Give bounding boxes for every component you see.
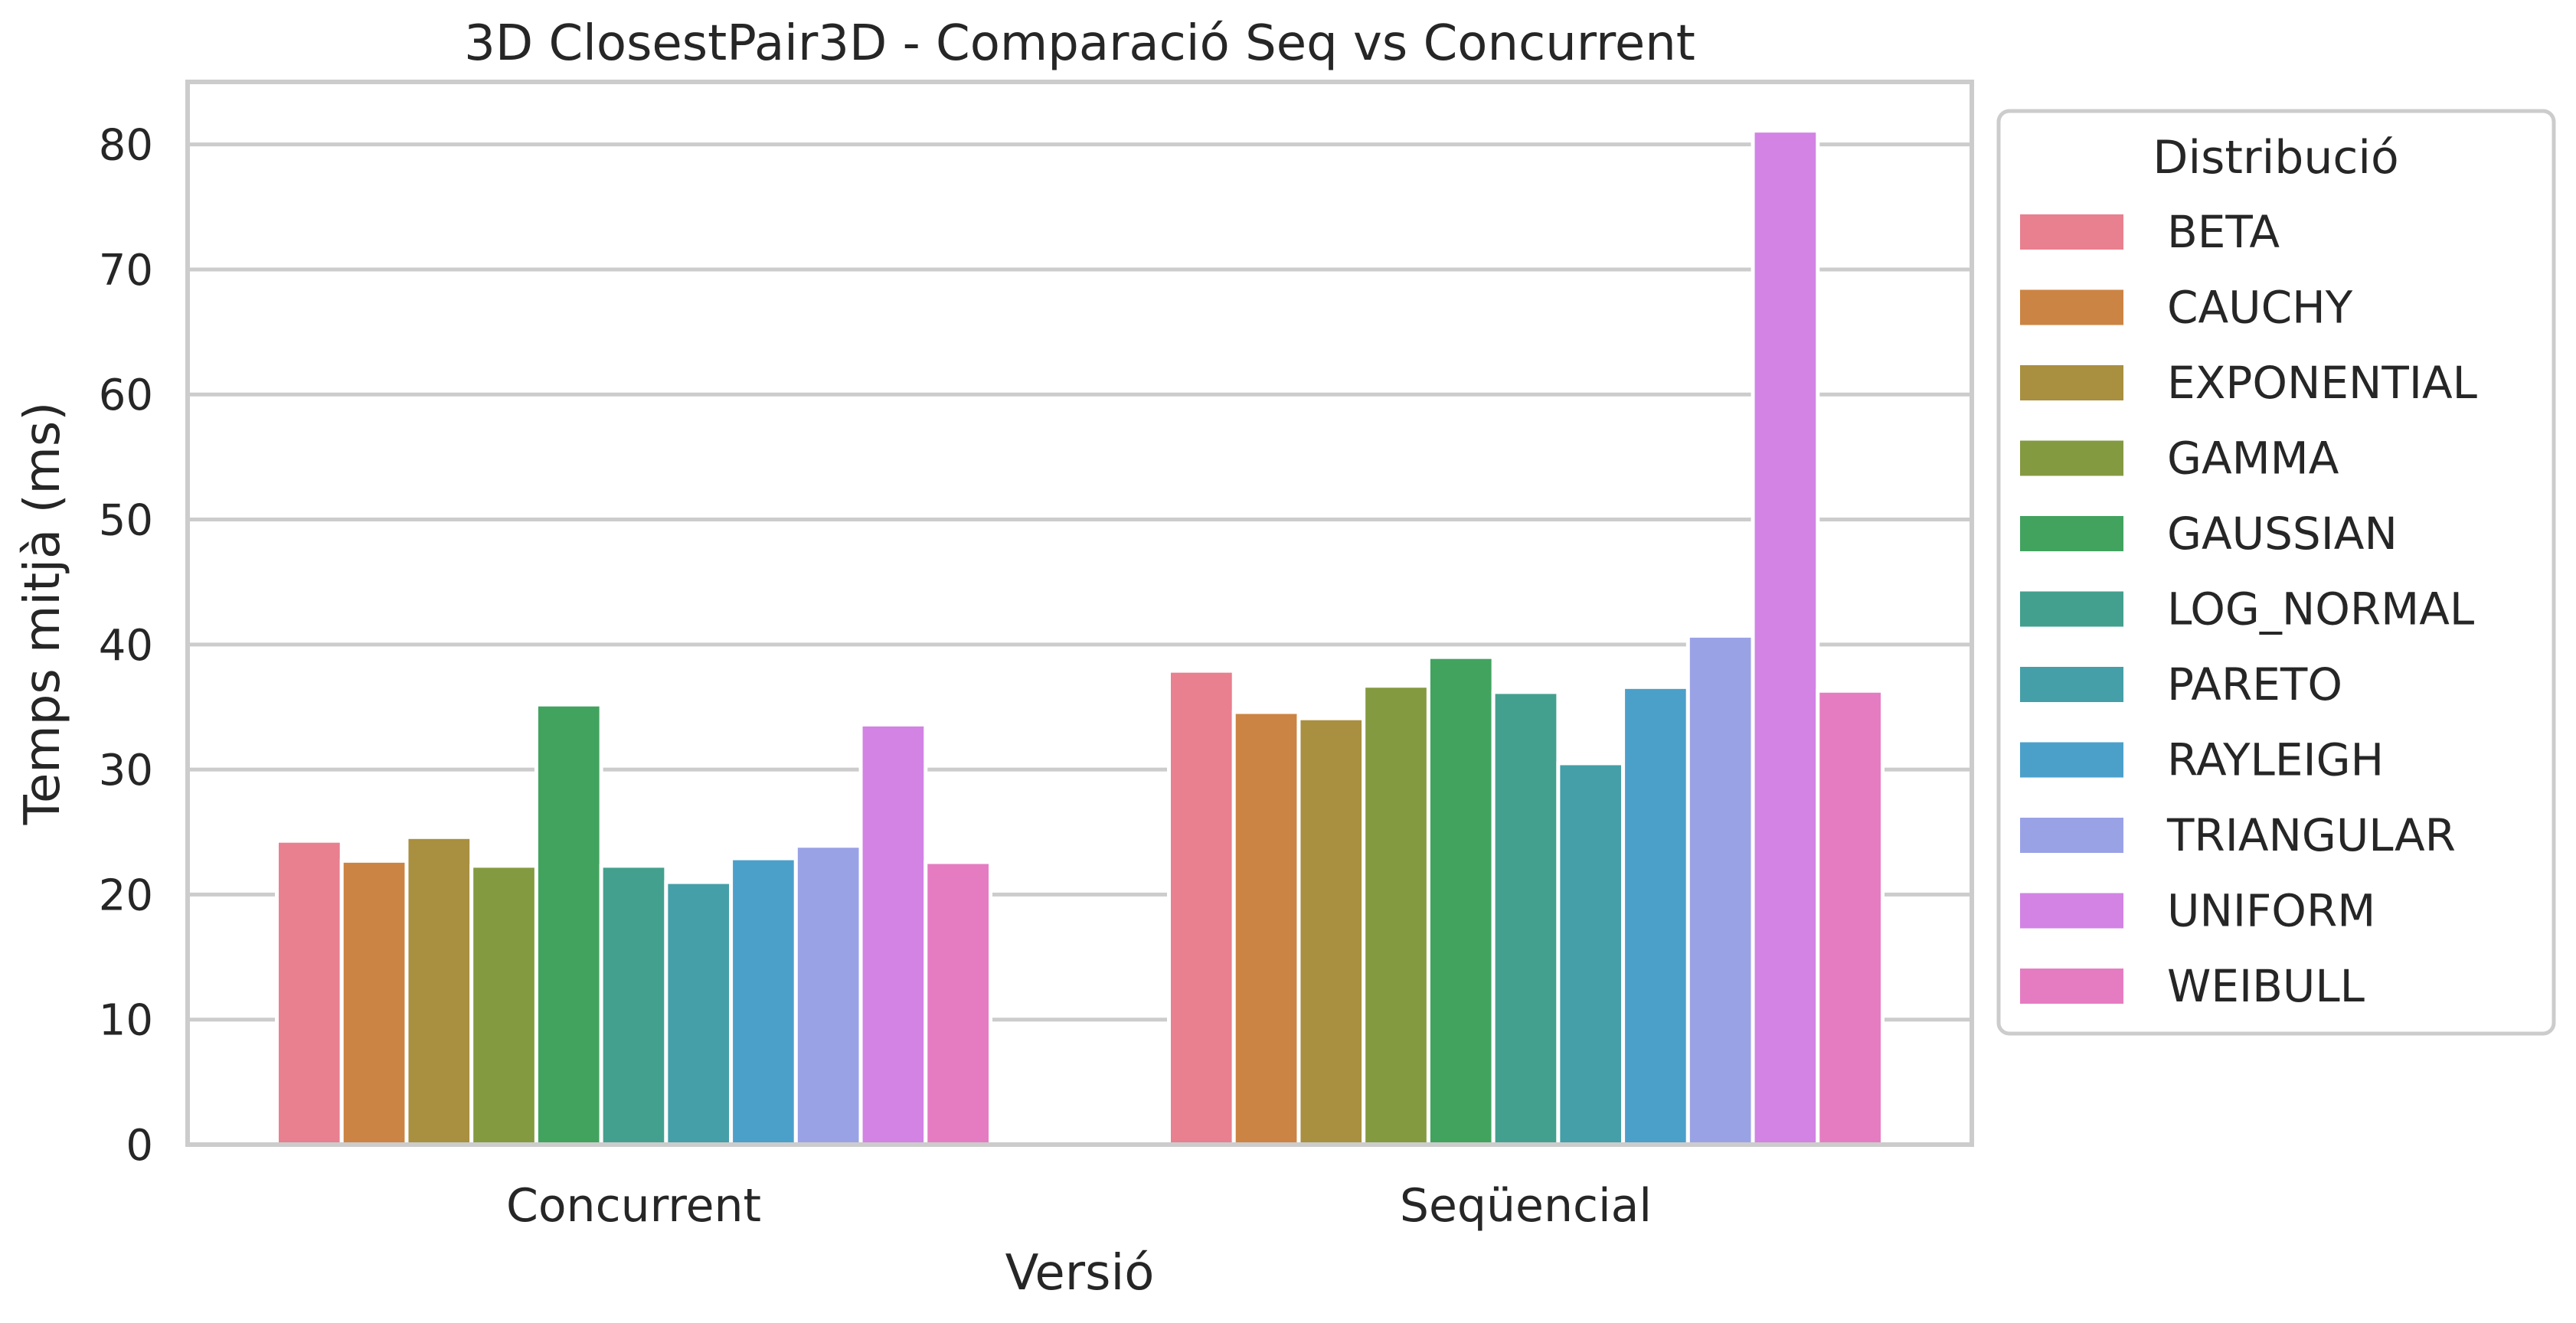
legend-swatch	[2020, 289, 2123, 325]
legend-frame	[1996, 109, 2556, 1036]
y-tick-labels: 0 10 20 30 40 50 60 70 80	[99, 121, 153, 1171]
bar-pareto-seqüencial	[1556, 761, 1626, 1147]
legend-item-weibull: WEIBULL	[2020, 960, 2365, 1012]
legend-label: TRIANGULAR	[2166, 809, 2456, 861]
x-tick-labels: Concurrent Seqüencial	[506, 1179, 1652, 1233]
legend-items: BETA CAUCHY EXPONENTIAL GAMMA GAUSSIAN LOG_NO…	[2020, 206, 2477, 1012]
bar-triangular-concurrent	[793, 844, 863, 1147]
y-tick-label: 50	[99, 496, 153, 546]
legend-label: RAYLEIGH	[2167, 734, 2384, 786]
legend-swatch	[2020, 214, 2123, 250]
plot-area-frame	[185, 80, 1974, 1147]
bar-cauchy-concurrent	[339, 858, 409, 1147]
legend-label: PARETO	[2167, 658, 2342, 710]
legend-swatch	[2020, 440, 2123, 476]
bar-exponential-seqüencial	[1296, 716, 1366, 1147]
legend-swatch	[2020, 591, 2123, 627]
y-tick-label: 30	[99, 746, 153, 795]
legend-label: UNIFORM	[2167, 885, 2375, 937]
y-tick-label: 0	[126, 1121, 153, 1171]
legend-swatch	[2020, 667, 2123, 702]
chart-title: 3D ClosestPair3D - Comparació Seq vs Con…	[464, 15, 1695, 72]
y-tick-label: 70	[99, 246, 153, 296]
legend-swatch	[2020, 365, 2123, 400]
bar-beta-seqüencial	[1167, 668, 1236, 1147]
y-tick-label: 10	[99, 996, 153, 1046]
legend-item-beta: BETA	[2020, 206, 2280, 258]
legend-label: BETA	[2167, 206, 2280, 258]
x-tick-label: Seqüencial	[1400, 1179, 1652, 1233]
y-tick-label: 60	[99, 371, 153, 420]
legend-item-cauchy: CAUCHY	[2020, 282, 2353, 334]
y-axis-label: Temps mitjà (ms)	[15, 402, 71, 825]
legend: Distribució BETA CAUCHY EXPONENTIAL GAMMA GA…	[1996, 109, 2556, 1036]
y-tick-label: 40	[99, 621, 153, 671]
bar-uniform-seqüencial	[1751, 129, 1820, 1147]
legend-item-triangular: TRIANGULAR	[2020, 809, 2456, 861]
legend-label: EXPONENTIAL	[2167, 357, 2477, 409]
bar-beta-concurrent	[275, 838, 344, 1147]
legend-item-exponential: EXPONENTIAL	[2020, 357, 2477, 409]
y-tick-label: 80	[99, 121, 153, 171]
bar-weibull-seqüencial	[1816, 688, 1885, 1147]
bars	[275, 129, 1885, 1147]
legend-item-gaussian: GAUSSIAN	[2020, 508, 2398, 560]
bar-cauchy-seqüencial	[1231, 710, 1301, 1147]
bar-pareto-concurrent	[664, 880, 734, 1147]
bar-gamma-seqüencial	[1362, 684, 1430, 1147]
legend-label: CAUCHY	[2167, 282, 2353, 334]
legend-swatch	[2020, 516, 2123, 551]
bar-uniform-concurrent	[858, 722, 928, 1147]
legend-label: GAMMA	[2167, 433, 2339, 485]
x-tick-label: Concurrent	[506, 1179, 761, 1233]
legend-item-rayleigh: RAYLEIGH	[2020, 734, 2384, 786]
legend-label: WEIBULL	[2167, 960, 2365, 1012]
legend-label: GAUSSIAN	[2167, 508, 2398, 560]
bar-rayleigh-seqüencial	[1621, 684, 1690, 1147]
bar-rayleigh-concurrent	[729, 856, 798, 1147]
legend-item-log-normal: LOG_NORMAL	[2020, 583, 2474, 635]
legend-item-pareto: PARETO	[2020, 658, 2342, 710]
x-axis-label: Versió	[1005, 1245, 1155, 1302]
legend-title: Distribució	[2153, 131, 2398, 185]
bar-weibull-concurrent	[924, 860, 992, 1147]
legend-swatch	[2020, 818, 2123, 853]
bar-log-normal-concurrent	[599, 864, 669, 1147]
y-tick-label: 20	[99, 871, 153, 920]
bar-gaussian-concurrent	[534, 702, 603, 1147]
legend-swatch	[2020, 742, 2123, 778]
bar-exponential-concurrent	[404, 835, 474, 1147]
legend-swatch	[2020, 893, 2123, 929]
bar-log-normal-seqüencial	[1491, 690, 1561, 1147]
legend-label: LOG_NORMAL	[2167, 583, 2474, 635]
legend-item-gamma: GAMMA	[2020, 433, 2339, 485]
legend-item-uniform: UNIFORM	[2020, 885, 2375, 937]
bar-gaussian-seqüencial	[1426, 655, 1496, 1147]
legend-swatch	[2020, 969, 2123, 1004]
bar-triangular-seqüencial	[1685, 633, 1755, 1147]
bar-gamma-concurrent	[469, 864, 538, 1147]
